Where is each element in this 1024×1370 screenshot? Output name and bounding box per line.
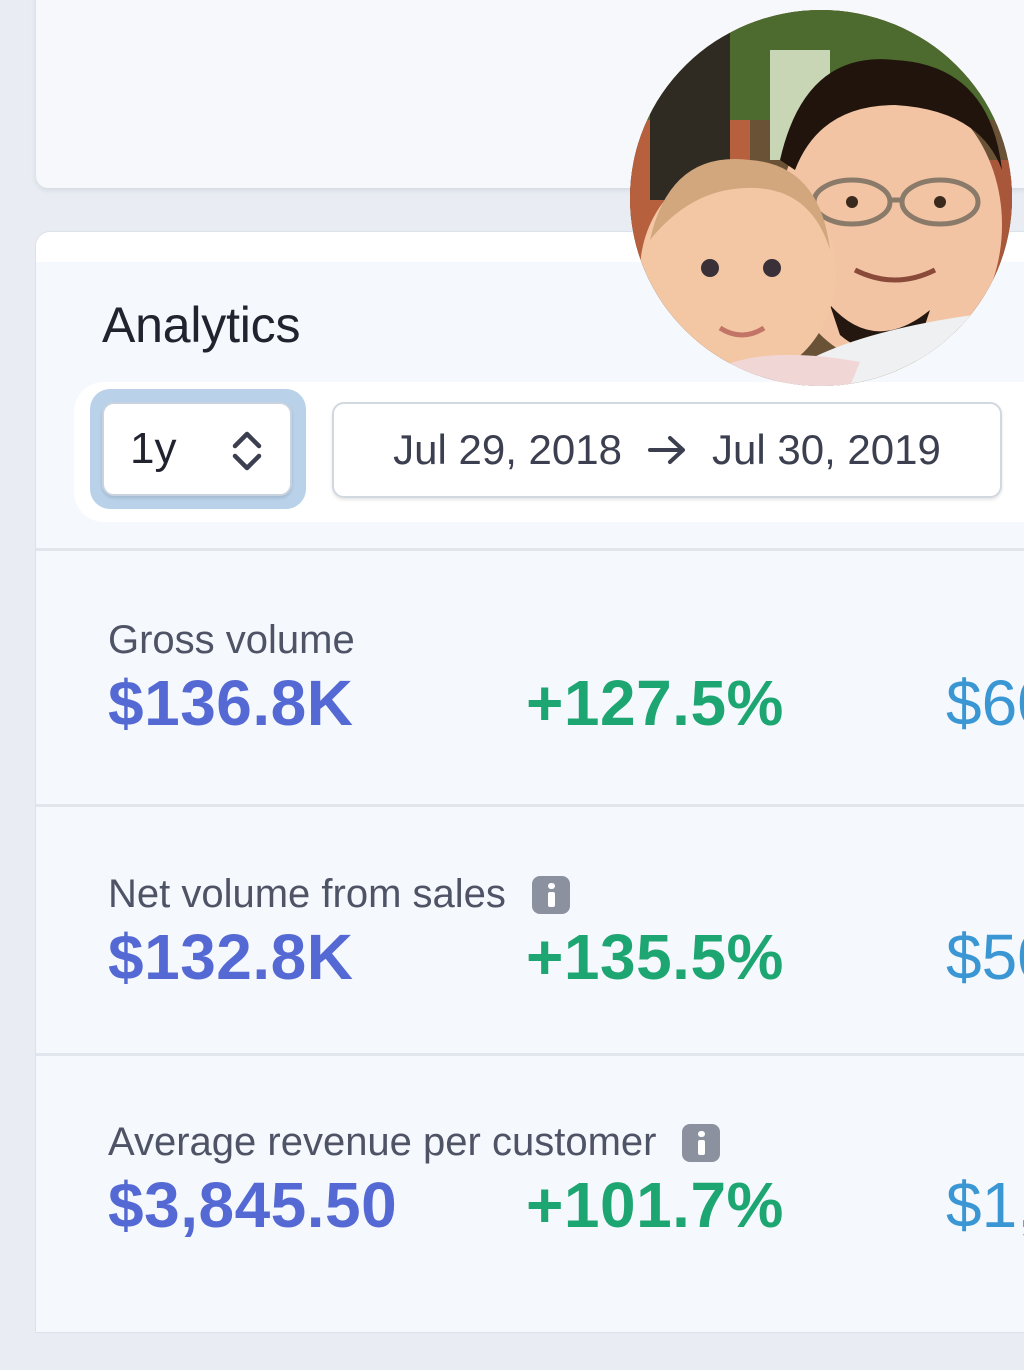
- metric-change: +135.5%: [526, 921, 784, 993]
- metric-average-revenue[interactable]: Average revenue per customer $3,845.50 +…: [36, 1120, 1024, 1370]
- metric-value: $132.8K: [108, 921, 354, 993]
- divider: [36, 1053, 1024, 1056]
- time-range-value: 1y: [130, 424, 177, 473]
- metric-previous-value: $60: [946, 667, 1024, 739]
- arrow-right-icon: [648, 436, 685, 464]
- metric-previous-value: $1,: [946, 1169, 1024, 1241]
- user-avatar-photo: [630, 10, 1012, 386]
- info-icon[interactable]: [531, 875, 570, 914]
- metric-change: +101.7%: [526, 1169, 784, 1241]
- date-range-end: Jul 30, 2019: [712, 426, 941, 473]
- page-title: Analytics: [102, 297, 301, 353]
- analytics-card: Analytics 1y Jul 29, 2018 Jul 30, 2019 G…: [36, 232, 1024, 1332]
- metric-label: Gross volume: [108, 618, 355, 662]
- date-range-start: Jul 29, 2018: [393, 426, 622, 473]
- metric-net-volume[interactable]: Net volume from sales $132.8K +135.5% $5…: [36, 872, 1024, 1122]
- info-icon[interactable]: [682, 1123, 721, 1162]
- metric-label: Net volume from sales: [108, 872, 570, 917]
- metric-value: $136.8K: [108, 667, 354, 739]
- time-range-select[interactable]: 1y: [102, 402, 292, 496]
- metric-previous-value: $50: [946, 921, 1024, 993]
- metric-gross-volume[interactable]: Gross volume $136.8K +127.5% $60: [36, 618, 1024, 868]
- metric-change: +127.5%: [526, 667, 784, 739]
- divider: [36, 804, 1024, 807]
- chevron-up-down-icon: [232, 431, 262, 471]
- divider: [36, 548, 1024, 551]
- user-avatar[interactable]: [630, 10, 1012, 386]
- date-range-picker[interactable]: Jul 29, 2018 Jul 30, 2019: [332, 402, 1002, 498]
- metric-value: $3,845.50: [108, 1169, 398, 1241]
- metric-label: Average revenue per customer: [108, 1120, 721, 1165]
